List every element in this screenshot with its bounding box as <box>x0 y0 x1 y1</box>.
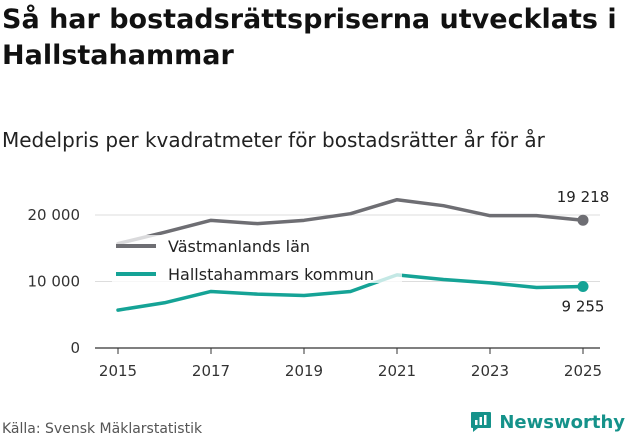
data-point <box>577 280 589 292</box>
x-tick-label: 2017 <box>192 362 230 380</box>
series-line-hallstahammars-kommun <box>116 273 585 312</box>
line-chart: 0 10 000 20 000 2015 2017 2019 2021 2023 2025 Vä… <box>28 188 610 380</box>
legend-label: Västmanlands län <box>168 237 310 256</box>
chart-title: Så har bostadsrättspriserna utvecklats i… <box>2 4 617 71</box>
end-value-label: 9 255 <box>562 297 605 315</box>
source-note: Källa: Svensk Mäklarstatistik <box>2 421 203 437</box>
data-point <box>577 214 589 226</box>
y-tick-label: 10 000 <box>28 273 81 291</box>
y-tick-label: 20 000 <box>28 206 81 224</box>
newsworthy-icon <box>471 412 492 432</box>
series-line-vastmanlands-lan <box>116 197 585 246</box>
x-tick-label: 2023 <box>471 362 509 380</box>
legend-backdrop <box>112 235 342 255</box>
x-tick-label: 2021 <box>378 362 416 380</box>
x-tick-label: 2015 <box>99 362 137 380</box>
brand-name: Newsworthy <box>499 411 625 433</box>
chart-subtitle: Medelpris per kvadratmeter för bostadsrä… <box>2 128 545 152</box>
x-tick-label: 2025 <box>564 362 602 380</box>
end-value-label: 19 218 <box>557 188 610 206</box>
x-tick-label: 2019 <box>285 362 323 380</box>
legend-backdrop <box>112 263 402 283</box>
newsworthy-logo: Newsworthy <box>469 408 625 436</box>
legend-label: Hallstahammars kommun <box>168 265 374 284</box>
y-tick-label: 0 <box>70 339 80 357</box>
